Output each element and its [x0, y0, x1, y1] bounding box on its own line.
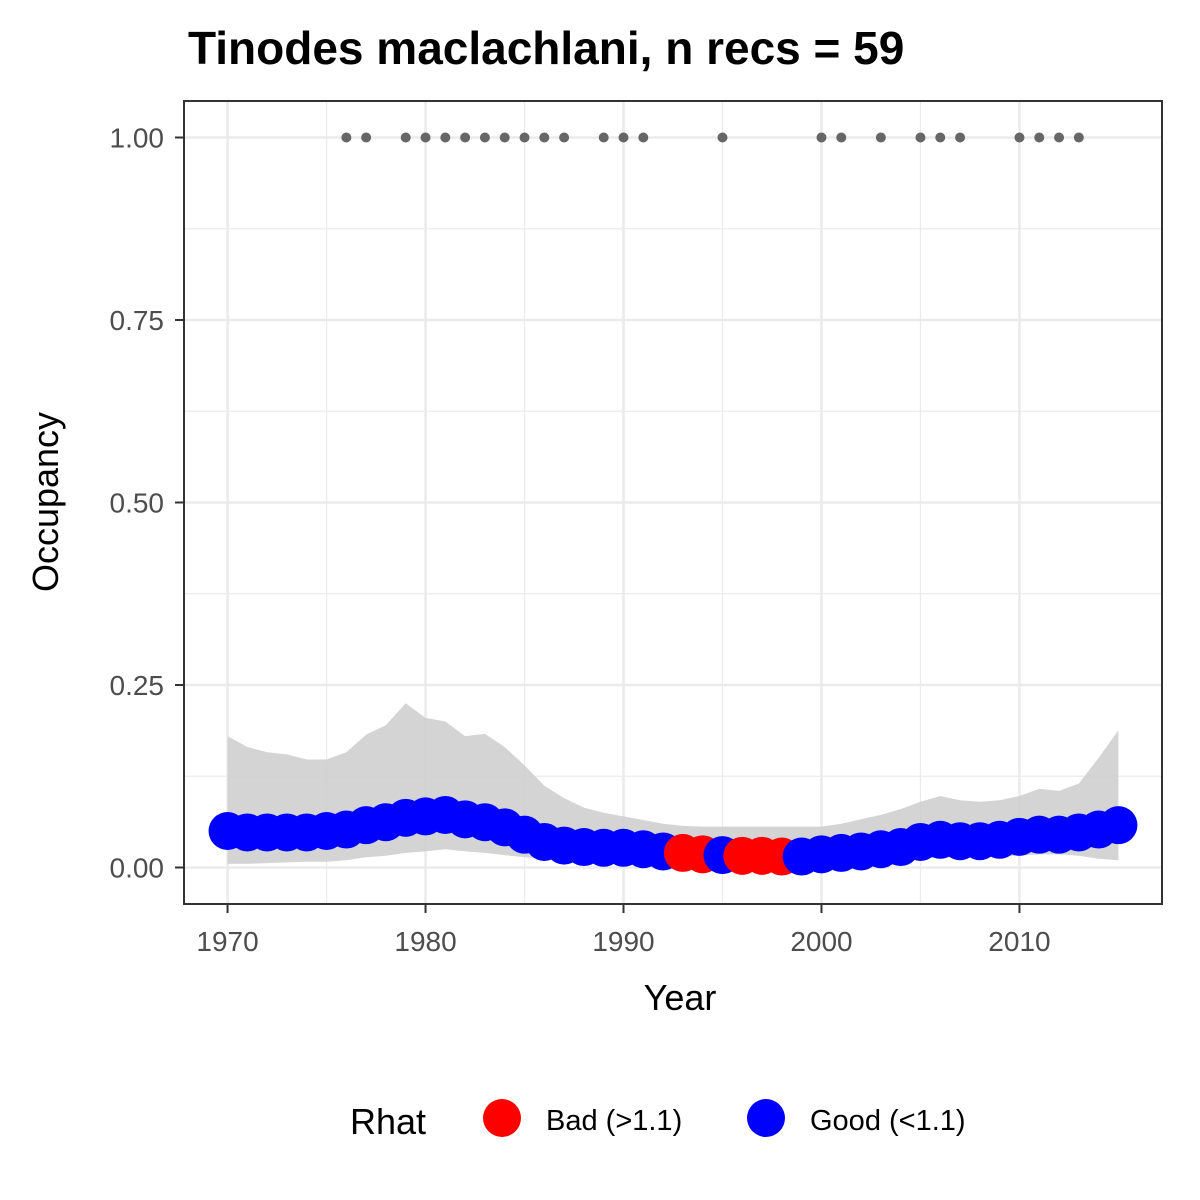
x-axis-ticks: 1970 1980 1990 2000 2010 [196, 904, 1051, 957]
record-point [598, 132, 609, 143]
record-point [539, 132, 550, 143]
record-points [341, 132, 1084, 143]
legend-key-bad [483, 1099, 521, 1137]
y-tick-label: 0.50 [110, 488, 165, 519]
legend-title: Rhat [350, 1101, 426, 1142]
record-point [816, 132, 827, 143]
record-point [836, 132, 847, 143]
record-point [935, 132, 946, 143]
record-point [420, 132, 431, 143]
record-point [618, 132, 629, 143]
record-point [915, 132, 926, 143]
record-point [638, 132, 649, 143]
record-point [400, 132, 411, 143]
record-point [499, 132, 510, 143]
record-point [1014, 132, 1025, 143]
x-tick-label: 2000 [790, 926, 852, 957]
y-axis-ticks: 0.00 0.25 0.50 0.75 1.00 [110, 123, 184, 884]
legend-key-good [747, 1099, 785, 1137]
record-point [875, 132, 886, 143]
record-point [460, 132, 471, 143]
legend-label-bad: Bad (>1.1) [546, 1105, 682, 1137]
record-point [1073, 132, 1084, 143]
x-tick-label: 1970 [196, 926, 258, 957]
record-point [440, 132, 451, 143]
x-tick-label: 1990 [592, 926, 654, 957]
occupancy-point-good [1099, 806, 1138, 845]
record-point [361, 132, 372, 143]
record-point [1054, 132, 1065, 143]
y-tick-label: 1.00 [110, 123, 165, 154]
y-tick-label: 0.75 [110, 305, 165, 336]
record-point [1034, 132, 1045, 143]
occupancy-points [208, 795, 1138, 876]
record-point [955, 132, 966, 143]
record-point [519, 132, 530, 143]
y-tick-label: 0.25 [110, 670, 165, 701]
chart-title: Tinodes maclachlani, n recs = 59 [188, 22, 904, 74]
legend: Rhat Bad (>1.1) Good (<1.1) [350, 1099, 966, 1142]
x-tick-label: 2010 [988, 926, 1050, 957]
record-point [559, 132, 570, 143]
y-tick-label: 0.00 [110, 853, 165, 884]
record-point [479, 132, 490, 143]
y-axis-title: Occupancy [25, 412, 66, 592]
legend-label-good: Good (<1.1) [810, 1105, 966, 1137]
x-tick-label: 1980 [394, 926, 456, 957]
record-point [341, 132, 352, 143]
x-axis-title: Year [644, 977, 717, 1018]
record-point [717, 132, 728, 143]
